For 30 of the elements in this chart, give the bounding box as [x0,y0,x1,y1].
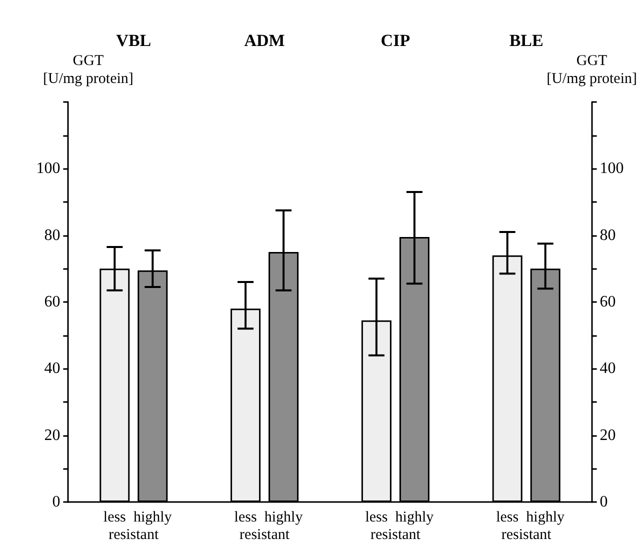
text: highly [395,510,434,526]
text: less [365,510,388,526]
y-tick-label: 40 [44,360,60,378]
text: less [496,510,519,526]
text: resistant [501,527,552,543]
y2-tick-label: 80 [600,226,616,244]
y-tick-label: 60 [44,294,60,310]
y2-tick-label: 40 [600,360,616,378]
text: resistant [108,527,160,543]
text: resistant [370,527,422,543]
text: resistant [240,527,290,543]
y-axis-title: GGT [U/mg protein] [42,53,134,87]
series-label: highly [133,510,172,526]
y2-axis-title: GGT [U/mg protein] [546,53,638,87]
text: highly [526,510,565,526]
y2-tick-label: 0 [600,494,608,510]
text: less [234,510,257,526]
x-tick-label: CIP [380,31,410,50]
text: highly [264,510,303,526]
y2-tick-label: 60 [600,294,616,310]
x-tick-label: BLE [509,31,544,50]
y2-tick-label: 100 [600,160,624,178]
series-label: less [103,510,126,526]
y-tick-label: 80 [44,226,60,244]
y-tick-label: 20 [44,426,60,444]
x-tick-label: ADM [244,31,285,50]
x-tick-label: VBL [116,31,152,50]
y2-tick-label: 20 [600,426,616,444]
y-tick-label: 100 [36,160,60,178]
y-tick-label: 0 [52,494,60,510]
